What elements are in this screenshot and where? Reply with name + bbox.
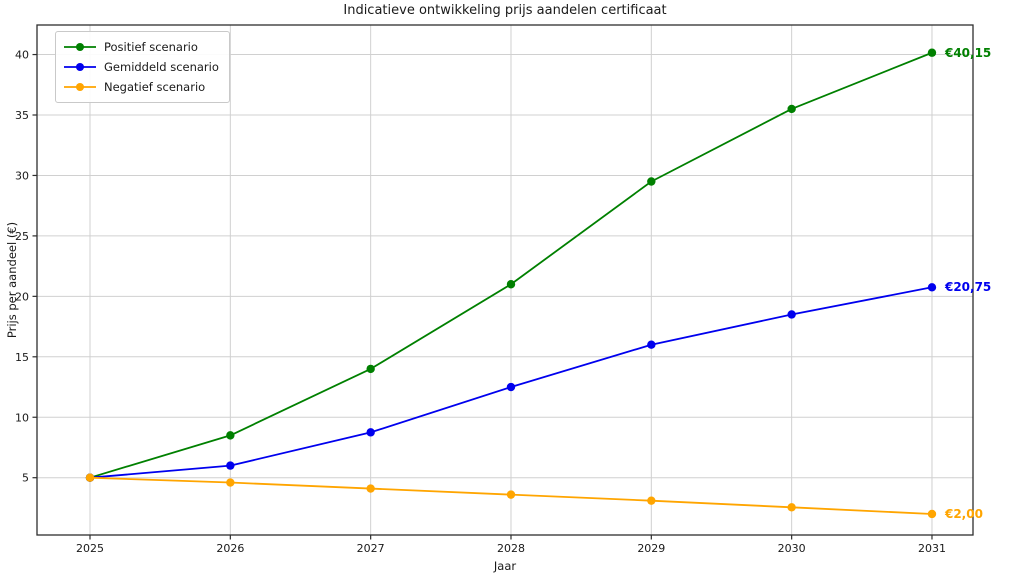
y-tick-label: 30 <box>15 169 29 182</box>
data-point-marker <box>787 310 796 319</box>
legend-line-marker-icon <box>64 43 96 51</box>
plot-frame <box>36 24 974 536</box>
x-axis-label: Jaar <box>493 559 517 573</box>
data-point-marker <box>927 283 937 292</box>
data-point-marker <box>366 428 375 437</box>
data-point-marker <box>85 473 95 482</box>
data-point-marker <box>226 461 235 470</box>
legend-item: Gemiddeld scenario <box>64 57 219 77</box>
data-point-marker <box>506 490 516 499</box>
y-tick-label: 25 <box>15 230 29 243</box>
legend-line-marker-icon <box>64 63 96 71</box>
data-point-marker <box>366 364 375 374</box>
data-point-marker <box>647 496 656 505</box>
legend-line-marker-icon <box>64 83 96 91</box>
x-tick-label: 2029 <box>637 542 665 555</box>
data-point-marker <box>506 382 516 392</box>
series-end-label: €40,15 <box>944 45 992 60</box>
legend-item: Negatief scenario <box>64 77 219 97</box>
data-point-marker <box>226 431 235 440</box>
x-tick-label: 2030 <box>778 542 806 555</box>
y-tick-label: 35 <box>15 109 29 122</box>
data-point-marker <box>787 503 796 512</box>
x-tick-label: 2027 <box>357 542 385 555</box>
y-tick-label: 15 <box>15 351 29 364</box>
legend-label: Gemiddeld scenario <box>104 60 219 74</box>
y-axis-label: Prijs per aandeel (€) <box>5 221 19 339</box>
legend-item: Positief scenario <box>64 37 219 57</box>
data-point-marker <box>226 478 235 487</box>
x-tick-label: 2025 <box>76 542 104 555</box>
chart-title: Indicatieve ontwikkeling prijs aandelen … <box>343 3 667 18</box>
data-point-marker <box>506 280 516 289</box>
y-tick-label: 40 <box>15 49 29 62</box>
y-tick-label: 10 <box>15 411 29 424</box>
x-tick-label: 2026 <box>216 542 244 555</box>
legend-label: Negatief scenario <box>104 80 206 94</box>
data-point-marker <box>647 177 656 186</box>
y-tick-label: 5 <box>22 472 29 485</box>
series-end-label: €2,00 <box>944 506 983 521</box>
data-point-marker <box>927 48 937 57</box>
legend-label: Positief scenario <box>104 40 198 54</box>
data-point-marker <box>647 340 656 349</box>
y-tick-label: 20 <box>15 290 29 303</box>
data-point-marker <box>927 509 937 519</box>
x-tick-label: 2028 <box>497 542 525 555</box>
x-tick-label: 2031 <box>918 542 946 555</box>
legend: Positief scenario Gemiddeld scenario Negat… <box>55 31 230 103</box>
series-end-label: €20,75 <box>944 280 992 295</box>
data-point-marker <box>366 484 375 493</box>
data-point-marker <box>787 104 796 114</box>
